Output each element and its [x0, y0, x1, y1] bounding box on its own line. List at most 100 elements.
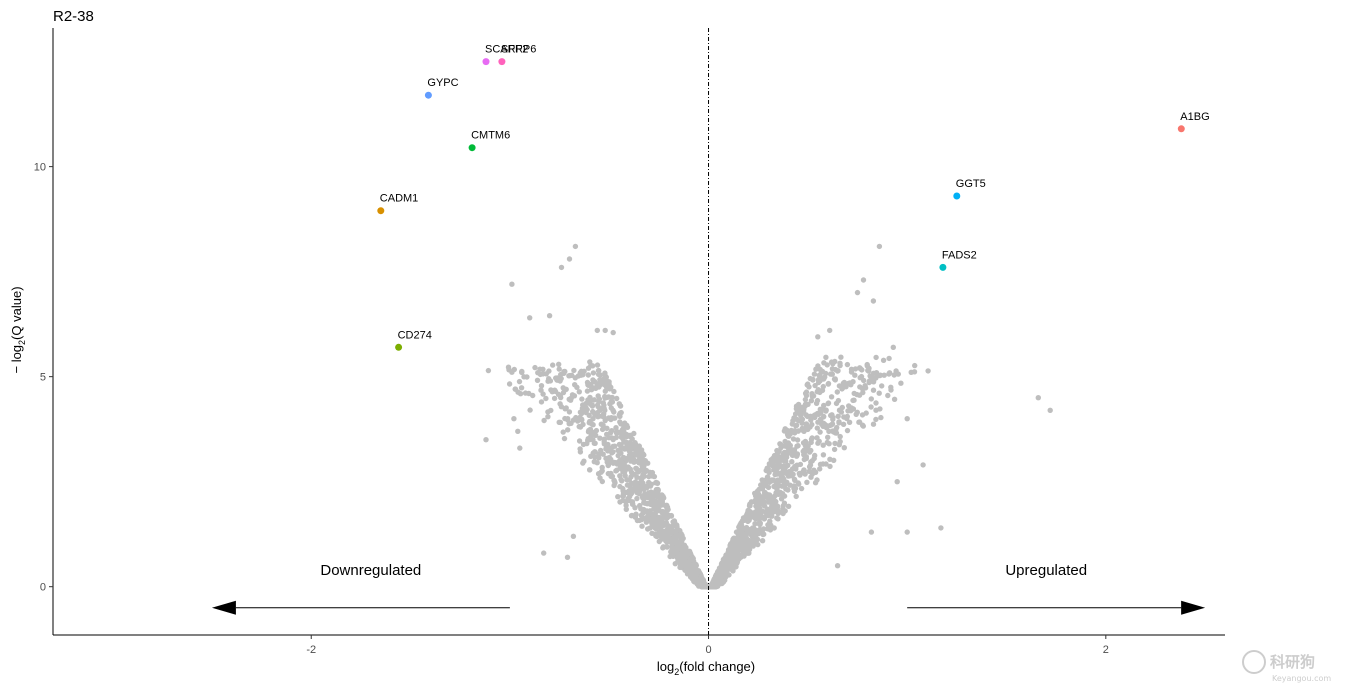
gene-point: [774, 503, 781, 509]
gene-point: [517, 391, 524, 397]
gene-point: [840, 380, 847, 386]
gene-point: [631, 430, 637, 437]
gene-point: [862, 385, 869, 391]
gene-point: [938, 525, 944, 531]
gene-point: [656, 506, 662, 513]
gene-point: [840, 385, 846, 391]
gene-point: [622, 473, 628, 479]
gene-point: [766, 492, 773, 498]
gene-point: [870, 298, 877, 304]
gene-point: [776, 448, 782, 454]
gene-point: [850, 397, 856, 404]
gene-point: [588, 381, 594, 388]
gene-point: [561, 435, 568, 442]
gene-point: [848, 405, 855, 411]
gene-point: [741, 517, 747, 523]
gene-point: [778, 474, 785, 480]
gene-point: [823, 461, 829, 467]
gene-point: [576, 438, 583, 444]
gene-point: [511, 416, 517, 422]
gene-point: [838, 354, 844, 360]
dog-face-icon: [1242, 650, 1266, 674]
gene-point: [844, 361, 851, 368]
gene-point: [827, 371, 834, 377]
gene-point: [807, 424, 813, 430]
tick-layer: -2 0 2 0 5 10: [34, 162, 1109, 656]
gene-point: [678, 531, 684, 537]
gene-point: [483, 437, 489, 443]
gene-point: [808, 447, 814, 454]
gene-point: [577, 446, 583, 452]
gene-point: [785, 487, 791, 493]
gene-point: [581, 368, 587, 374]
gene-point: [746, 541, 752, 547]
gene-point-cmtm6: [468, 144, 476, 152]
gene-point: [785, 503, 792, 509]
gene-point: [809, 458, 815, 464]
gene-point: [783, 454, 790, 460]
gene-point: [815, 377, 822, 383]
gene-point: [743, 524, 750, 531]
x-tick-label: -2: [306, 644, 316, 656]
gene-point: [681, 542, 688, 548]
gene-point: [769, 500, 775, 507]
gene-point: [845, 380, 852, 387]
gene-point: [820, 442, 826, 448]
gene-point: [639, 523, 645, 529]
gene-point: [506, 381, 513, 387]
gene-point: [561, 370, 567, 376]
gene-point: [870, 375, 876, 381]
gene-point: [774, 507, 781, 513]
gene-point: [624, 441, 630, 447]
gene-point: [600, 422, 606, 428]
gene-point: [629, 480, 635, 486]
gene-point-scarf2: [482, 58, 490, 66]
gene-point: [821, 360, 827, 366]
gene-point: [834, 563, 841, 569]
gene-point: [558, 404, 565, 410]
gene-point: [837, 360, 843, 366]
gene-point: [912, 362, 918, 369]
gene-point: [664, 544, 670, 550]
gene-point: [538, 387, 544, 393]
gene-label-ggt5: GGT5: [956, 178, 986, 190]
gene-point: [633, 458, 639, 464]
gene-point: [584, 388, 591, 394]
gene-point: [592, 440, 598, 446]
gene-point: [628, 513, 635, 519]
gene-point: [694, 578, 700, 584]
gene-point: [808, 474, 814, 480]
gene-point: [854, 409, 860, 415]
gene-point: [572, 382, 578, 388]
gene-point: [791, 465, 798, 471]
gene-point: [538, 383, 545, 389]
gene-point: [886, 355, 892, 362]
gene-point: [527, 407, 533, 413]
gene-point: [715, 568, 722, 575]
outlier-points-layer: [483, 243, 1053, 569]
gene-point: [756, 504, 762, 510]
gene-point: [840, 421, 847, 427]
gene-point: [823, 408, 829, 414]
gene-point: [779, 470, 785, 476]
gene-point: [595, 367, 602, 374]
x-tick-label: 0: [705, 644, 711, 656]
gene-point: [689, 566, 696, 573]
gene-point: [857, 365, 863, 371]
gene-point: [566, 409, 573, 415]
gene-point: [817, 466, 823, 472]
gene-point-sfrp6: [498, 58, 506, 66]
gene-point: [642, 460, 648, 466]
gene-point: [607, 430, 614, 436]
gene-point: [609, 399, 616, 405]
gene-point: [844, 427, 851, 434]
gene-point: [577, 424, 584, 430]
gene-point: [815, 334, 821, 340]
gene-point: [614, 395, 620, 402]
gene-point: [799, 420, 805, 426]
gene-point: [848, 366, 855, 372]
gene-label-fads2: FADS2: [942, 249, 977, 261]
gene-point: [605, 462, 611, 469]
gene-point: [829, 412, 835, 418]
